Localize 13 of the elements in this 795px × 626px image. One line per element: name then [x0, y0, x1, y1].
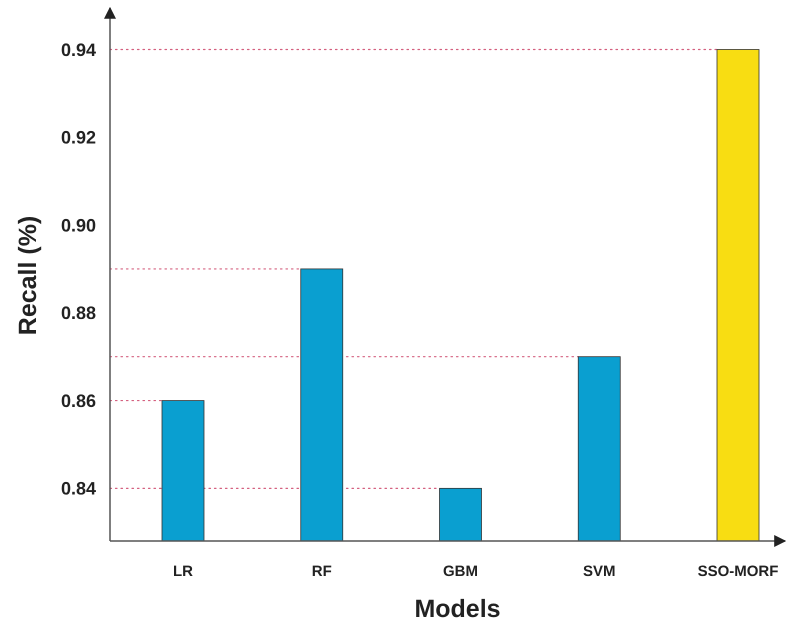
y-tick-label: 0.84: [60, 478, 96, 499]
y-tick-label: 0.92: [60, 128, 96, 148]
y-tick-label: 0.88: [60, 303, 96, 324]
x-tick-label: RF: [312, 563, 332, 580]
y-tick-label: 0.90: [60, 215, 96, 236]
y-tick-label: 0.86: [60, 390, 96, 411]
x-tick-label: SSO-MORF: [698, 563, 778, 580]
x-tick-label: LR: [173, 563, 194, 580]
x-tick-label: GBM: [443, 563, 478, 580]
y-tick-label: 0.94: [60, 40, 96, 60]
x-tick-label: SVM: [582, 563, 616, 580]
y-axis-title: Recall (%): [14, 216, 42, 336]
x-axis-title: Models: [414, 595, 501, 623]
